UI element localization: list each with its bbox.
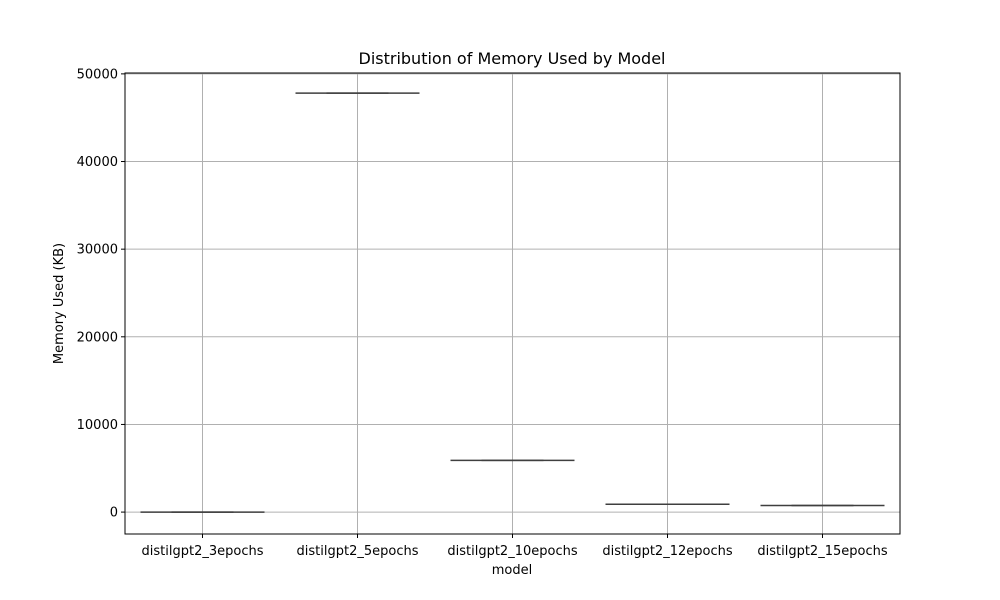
x-axis: distilgpt2_3epochs distilgpt2_5epochs dist… — [142, 534, 888, 559]
y-tick-label: 50000 — [77, 67, 118, 82]
x-tick-label: distilgpt2_12epochs — [602, 544, 732, 559]
x-tick-label: distilgpt2_15epochs — [757, 544, 887, 559]
grid — [125, 73, 900, 534]
y-tick-label: 30000 — [77, 243, 118, 258]
y-axis-title: Memory Used (KB) — [52, 243, 67, 364]
x-tick-label: distilgpt2_5epochs — [297, 544, 419, 559]
x-tick-label: distilgpt2_3epochs — [142, 544, 264, 559]
boxes — [140, 92, 885, 513]
y-tick-label: 0 — [110, 506, 118, 521]
chart-title: Distribution of Memory Used by Model — [359, 49, 666, 68]
y-tick-label: 40000 — [77, 155, 118, 170]
x-axis-title: model — [492, 563, 532, 578]
x-tick-label: distilgpt2_10epochs — [447, 544, 577, 559]
y-tick-label: 20000 — [77, 330, 118, 345]
y-tick-label: 10000 — [77, 418, 118, 433]
y-axis: 0 10000 20000 30000 40000 50000 — [77, 67, 125, 521]
